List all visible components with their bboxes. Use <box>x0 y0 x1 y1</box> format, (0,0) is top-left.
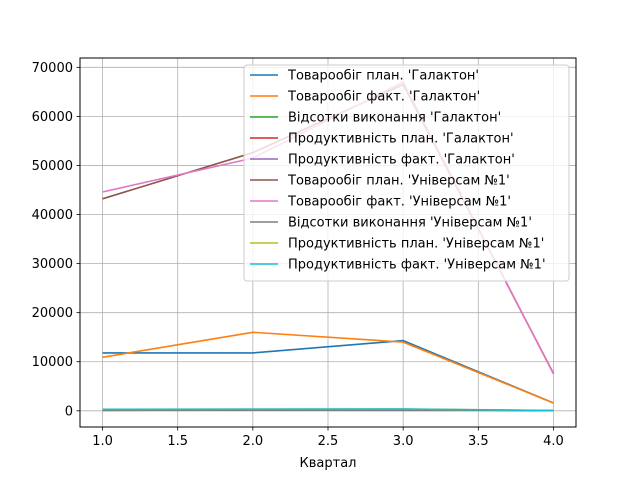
y-tick-label: 0 <box>65 404 73 419</box>
y-tick-label: 40000 <box>32 208 73 223</box>
x-tick-label: 4.0 <box>543 434 564 449</box>
y-tick-label: 20000 <box>32 306 73 321</box>
y-tick-label: 50000 <box>32 159 73 174</box>
legend-box <box>243 64 570 282</box>
x-tick-label: 1.5 <box>167 434 188 449</box>
legend-label: Товарообіг план. 'Галактон' <box>287 69 479 84</box>
x-axis-ticks: 1.0 1.5 2.0 2.5 3.0 3.5 4.0 <box>92 427 564 449</box>
x-tick-label: 2.5 <box>318 434 339 449</box>
legend-label: Відсотки виконання 'Універсам №1' <box>288 216 532 231</box>
legend-label: Відсотки виконання 'Галактон' <box>288 111 501 126</box>
y-axis-ticks: 0 10000 20000 30000 40000 50000 60000 70000 <box>32 61 80 419</box>
y-tick-label: 10000 <box>32 355 73 370</box>
y-tick-label: 60000 <box>32 110 73 125</box>
legend-label: Продуктивність факт. 'Універсам №1' <box>288 258 546 273</box>
x-tick-label: 2.0 <box>243 434 264 449</box>
legend-label: Продуктивність план. 'Галактон' <box>288 132 514 147</box>
x-tick-label: 3.5 <box>468 434 489 449</box>
x-tick-label: 3.0 <box>393 434 414 449</box>
legend-label: Продуктивність план. 'Універсам №1' <box>288 237 544 252</box>
y-tick-label: 70000 <box>32 61 73 76</box>
series-line <box>102 331 554 404</box>
y-tick-label: 30000 <box>32 257 73 272</box>
legend-label: Продуктивність факт. 'Галактон' <box>288 153 515 168</box>
x-axis-label: Квартал <box>300 456 357 471</box>
x-tick-label: 1.0 <box>92 434 113 449</box>
legend-label: Товарообіг план. 'Універсам №1' <box>287 174 510 189</box>
legend: Товарообіг план. 'Галактон' Товарообіг фа… <box>243 64 570 282</box>
series-line <box>102 408 554 412</box>
legend-label: Товарообіг факт. 'Галактон' <box>287 90 480 105</box>
legend-label: Товарообіг факт. 'Універсам №1' <box>287 195 511 210</box>
